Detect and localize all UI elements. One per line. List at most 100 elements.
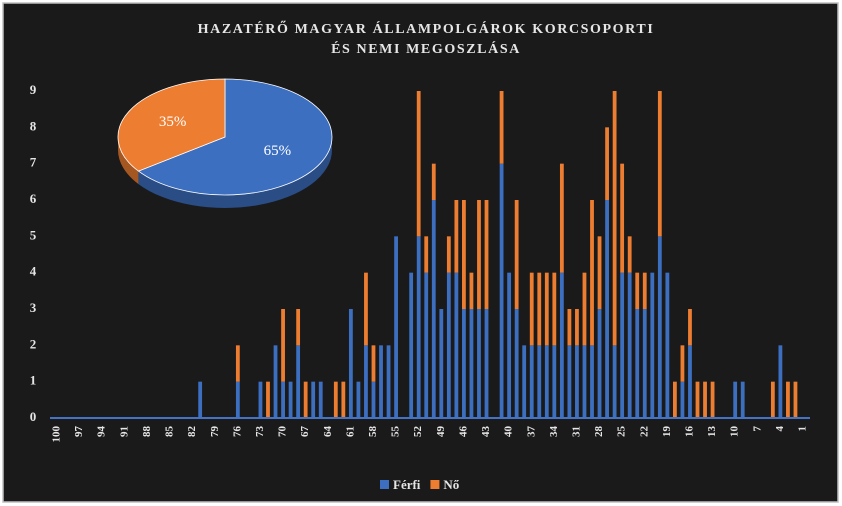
bar-segment xyxy=(454,200,459,273)
x-tick-label: 1 xyxy=(797,426,809,432)
x-tick-label: 91 xyxy=(118,426,130,437)
bar-segment xyxy=(582,345,587,418)
bar-segment xyxy=(590,200,594,346)
x-tick-label: 79 xyxy=(209,426,221,438)
bar-segment xyxy=(356,381,361,418)
bar-segment xyxy=(567,309,572,346)
legend-label: Nő xyxy=(443,477,459,492)
bar-segment xyxy=(416,91,421,237)
x-tick-label: 64 xyxy=(322,426,334,438)
bar-segment xyxy=(733,381,738,418)
bar-segment xyxy=(416,236,421,418)
bar-segment xyxy=(597,236,602,309)
bar-segment xyxy=(446,272,451,418)
bar-segment xyxy=(311,381,316,418)
x-tick-label: 16 xyxy=(684,426,696,438)
legend-swatch xyxy=(430,480,440,489)
bar-segment xyxy=(642,309,647,418)
x-tick-label: 52 xyxy=(412,426,424,438)
bar-segment xyxy=(590,345,594,418)
bar-segment xyxy=(770,381,775,418)
bar-segment xyxy=(462,200,466,309)
bar-segment xyxy=(529,345,534,418)
bar-segment xyxy=(552,272,557,346)
bar-segment xyxy=(462,309,466,418)
bar-segment xyxy=(793,381,798,418)
bar-segment xyxy=(469,309,474,418)
bar-segment xyxy=(288,381,293,418)
x-tick-label: 13 xyxy=(706,426,718,438)
bar-segment xyxy=(235,381,240,418)
bar-segment xyxy=(688,309,692,346)
x-tick-label: 70 xyxy=(277,426,289,438)
bar-segment xyxy=(514,200,519,309)
x-tick-label: 73 xyxy=(254,426,266,438)
bar-segment xyxy=(680,345,685,382)
bar-segment xyxy=(567,345,572,418)
x-tick-label: 82 xyxy=(186,426,198,438)
bar-segment xyxy=(318,381,323,418)
bar-segment xyxy=(688,345,692,418)
bar-segment xyxy=(552,345,557,418)
bar-segment xyxy=(680,381,685,418)
bar-segment xyxy=(665,272,670,418)
bar-segment xyxy=(394,236,398,418)
bar-segment xyxy=(612,345,617,418)
bar-segment xyxy=(379,345,383,418)
bar-segment xyxy=(198,381,203,418)
bar-segment xyxy=(786,381,790,418)
bar-segment xyxy=(695,381,700,418)
y-tick-label: 2 xyxy=(30,336,37,351)
y-tick-label: 5 xyxy=(30,227,37,242)
bar-segment xyxy=(778,345,783,418)
pie-slice xyxy=(137,78,333,196)
pie-slice xyxy=(117,78,226,172)
bar-segment xyxy=(597,309,602,418)
legend-label: Férfi xyxy=(393,477,421,492)
x-tick-label: 46 xyxy=(457,426,469,438)
y-tick-label: 4 xyxy=(30,264,37,279)
bar-segment xyxy=(439,309,444,418)
bar-segment xyxy=(537,272,542,346)
bar-segment xyxy=(672,381,677,418)
x-tick-label: 97 xyxy=(73,426,85,438)
bar-segment xyxy=(477,309,481,418)
y-tick-label: 3 xyxy=(30,300,37,315)
bar-segment xyxy=(499,91,504,164)
y-tick-label: 6 xyxy=(30,191,37,206)
bar-segment xyxy=(431,163,436,200)
bar-segment xyxy=(605,200,609,418)
x-tick-label: 67 xyxy=(299,426,311,438)
bar-segment xyxy=(575,345,579,418)
x-tick-label: 85 xyxy=(164,426,176,438)
chart-title: ÉS NEMI MEGOSZLÁSA xyxy=(331,40,521,57)
x-tick-label: 61 xyxy=(344,426,356,437)
y-tick-label: 0 xyxy=(30,409,37,424)
bar-segment xyxy=(620,163,625,273)
bar-segment xyxy=(740,381,745,418)
bar-segment xyxy=(348,309,353,418)
bar-segment xyxy=(710,381,715,418)
x-tick-label: 10 xyxy=(729,426,741,438)
bar-segment xyxy=(499,163,504,418)
bar-segment xyxy=(529,272,534,346)
x-tick-label: 4 xyxy=(774,426,786,432)
bar-segment xyxy=(559,163,564,273)
bar-segment xyxy=(635,309,640,418)
x-tick-label: 94 xyxy=(96,426,108,438)
y-tick-label: 1 xyxy=(30,373,37,388)
bar-segment xyxy=(364,345,368,418)
x-tick-label: 40 xyxy=(503,426,515,438)
bar-segment xyxy=(424,272,429,418)
bar-segment xyxy=(446,236,451,273)
bar-segment xyxy=(537,345,542,418)
bar-segment xyxy=(635,272,640,309)
bar-segment xyxy=(477,200,481,309)
bar-segment xyxy=(409,272,414,418)
bar-segment xyxy=(431,200,436,418)
x-tick-label: 76 xyxy=(231,426,243,438)
bar-segment xyxy=(296,309,301,346)
bar-segment xyxy=(627,272,632,418)
bar-segment xyxy=(544,345,549,418)
